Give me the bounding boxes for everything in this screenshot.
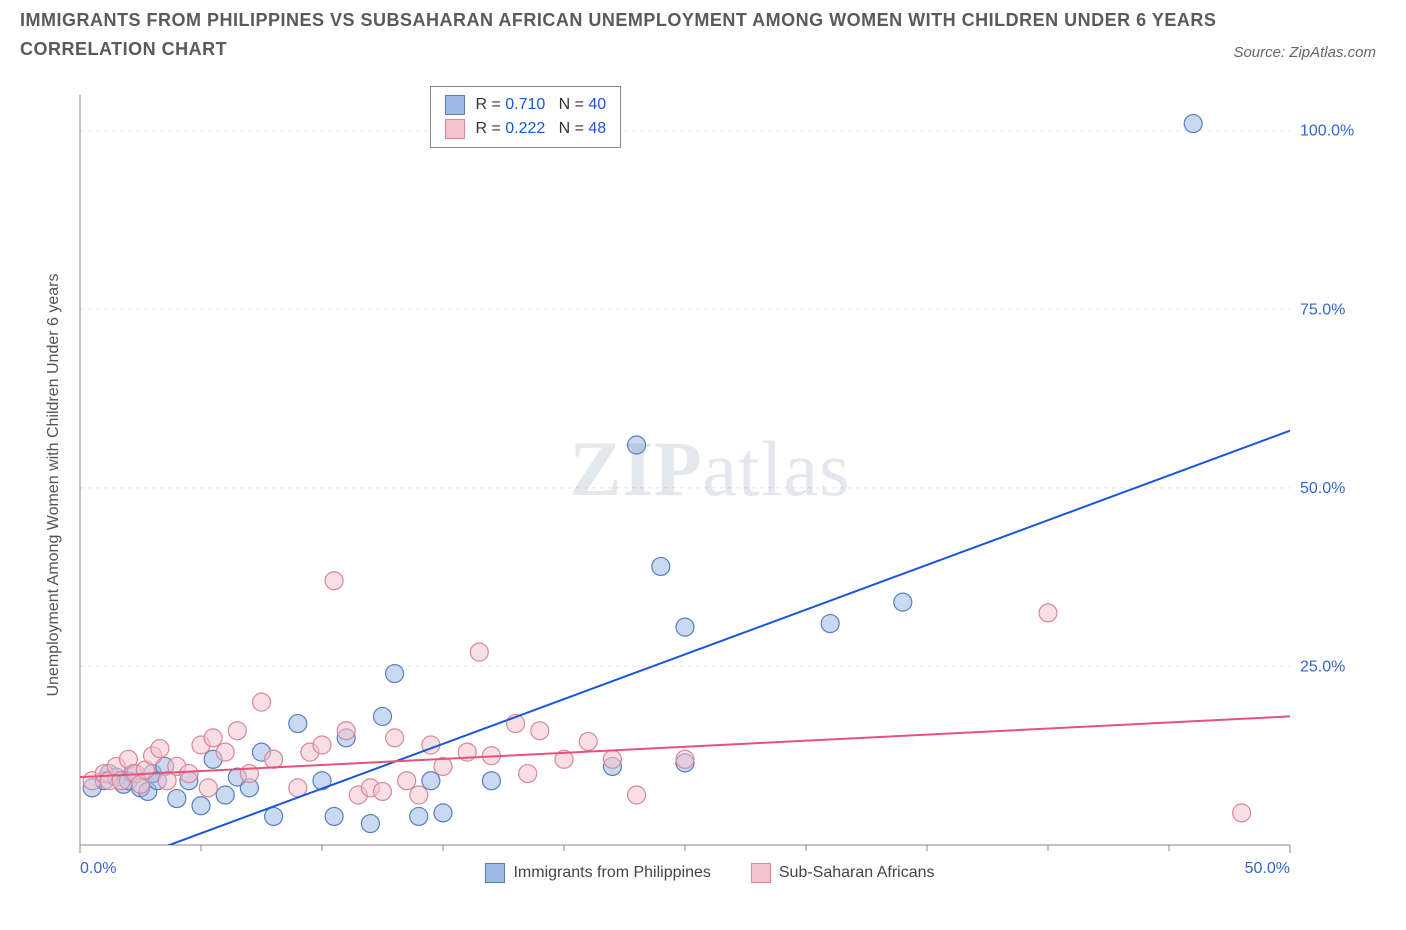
legend-row: R = 0.710 N = 40: [445, 93, 606, 117]
legend-swatch: [751, 863, 771, 883]
legend-text: R = 0.710 N = 40: [471, 96, 606, 114]
legend-swatch: [445, 119, 465, 139]
svg-text:100.0%: 100.0%: [1300, 123, 1354, 140]
svg-text:75.0%: 75.0%: [1300, 301, 1345, 318]
series-legend-item: Immigrants from Philippines: [485, 863, 710, 883]
correlation-legend: R = 0.710 N = 40 R = 0.222 N = 48: [430, 86, 621, 148]
title-line-2: CORRELATION CHART: [20, 39, 1216, 60]
svg-text:50.0%: 50.0%: [1300, 480, 1345, 497]
legend-swatch: [485, 863, 505, 883]
series-legend-item: Sub-Saharan Africans: [751, 863, 935, 883]
title-line-1: IMMIGRANTS FROM PHILIPPINES VS SUBSAHARA…: [20, 10, 1216, 31]
svg-text:25.0%: 25.0%: [1300, 658, 1345, 675]
chart-title-block: IMMIGRANTS FROM PHILIPPINES VS SUBSAHARA…: [20, 10, 1216, 60]
series-legend: Immigrants from Philippines Sub-Saharan A…: [50, 863, 1370, 883]
plot-area: Unemployment Among Women with Children U…: [50, 85, 1370, 885]
legend-row: R = 0.222 N = 48: [445, 117, 606, 141]
legend-swatch: [445, 95, 465, 115]
series-legend-label: Immigrants from Philippines: [513, 864, 710, 882]
source-label: Source: ZipAtlas.com: [1233, 44, 1376, 61]
series-legend-label: Sub-Saharan Africans: [779, 864, 935, 882]
scatter-chart: 25.0%50.0%75.0%100.0%0.0%50.0%: [50, 85, 1370, 885]
legend-text: R = 0.222 N = 48: [471, 120, 606, 138]
